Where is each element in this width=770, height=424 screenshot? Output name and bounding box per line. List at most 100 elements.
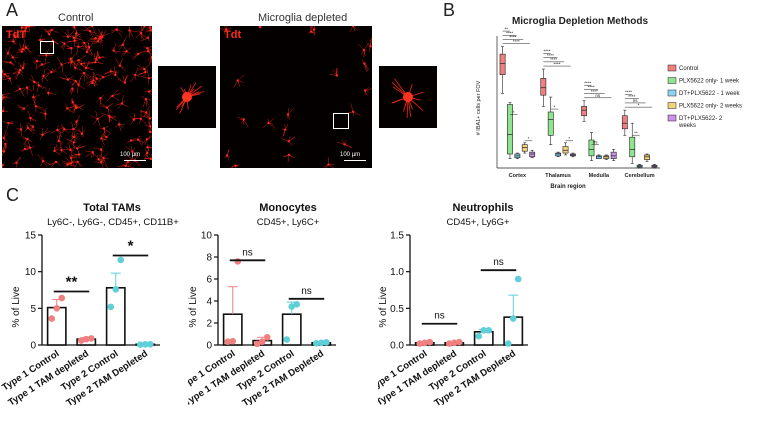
- microglia-cell: [33, 58, 42, 70]
- chart-b-significance: ****: [624, 94, 639, 99]
- y-tick-label: 15: [25, 231, 37, 242]
- microglia-cell: [363, 87, 372, 96]
- data-point: [234, 258, 242, 265]
- microglia-cell: [358, 42, 370, 58]
- microglia-cell: [71, 26, 79, 35]
- svg-text:****: ****: [591, 89, 598, 94]
- svg-text:ns: ns: [242, 247, 253, 258]
- microglia-cell: [84, 41, 93, 56]
- microglia-cell: [63, 57, 77, 66]
- control-micrograph: TdT 100 µm: [2, 26, 152, 168]
- depleted-zoom-cell: [391, 78, 424, 118]
- depleted-zoom-inset: [379, 66, 437, 128]
- monocytes-subtitle: CD45+, Ly6C+: [257, 217, 320, 228]
- data-point: [87, 335, 95, 342]
- svg-text:****: ****: [628, 94, 635, 99]
- microglia-cell: [140, 34, 151, 42]
- svg-text:Control: Control: [679, 66, 698, 72]
- box-1-1: [547, 96, 554, 145]
- svg-text:ns: ns: [493, 257, 504, 268]
- svg-text:****: ****: [509, 35, 516, 40]
- microglia-cell: [90, 35, 104, 47]
- microglia-cell: [106, 89, 121, 102]
- control-stain-label: TdT: [6, 29, 27, 41]
- microglia-cell: [144, 154, 152, 161]
- depletion-box-chart: Microglia Depletion Methods # IBA1+ cell…: [476, 16, 742, 190]
- significance-marker: ns: [421, 311, 458, 325]
- microglia-cell: [33, 80, 47, 93]
- control-scale-label: 100 µm: [120, 152, 141, 158]
- microglia-cell: [128, 26, 138, 38]
- data-point: [293, 301, 301, 308]
- microglia-cell: [95, 73, 111, 81]
- panel-letter-a: A: [6, 0, 19, 20]
- neutrophils-chart: Neutrophils CD45+, Ly6G+ % of Live 0.0 0.…: [378, 202, 528, 409]
- panel-letter-b: B: [443, 0, 456, 20]
- bar: [105, 287, 126, 346]
- microglia-cell: [110, 26, 123, 37]
- data-point: [253, 340, 261, 348]
- svg-text:ns: ns: [595, 93, 601, 98]
- svg-text:PLX5622 only- 2 weeks: PLX5622 only- 2 weeks: [679, 104, 742, 110]
- zoomed-cell: [391, 78, 424, 118]
- microglia-cell: [32, 99, 43, 113]
- chart-b-significance: ****: [624, 90, 632, 95]
- microglia-cell: [64, 122, 82, 138]
- svg-text:PLX5622 only- 1 week: PLX5622 only- 1 week: [679, 79, 740, 85]
- microglia-cell: [70, 61, 82, 71]
- legend-item: PLX5622 only- 1 week: [667, 77, 740, 85]
- chart-b-title: Microglia Depletion Methods: [512, 16, 649, 27]
- microglia-cell: [349, 26, 358, 32]
- microglia-cell: [37, 153, 51, 167]
- microglia-cell: [121, 47, 132, 57]
- box-2-3: [603, 154, 610, 160]
- y-tick-label: 0.0: [390, 341, 404, 352]
- chart-b-category-label: Thalamus: [545, 173, 571, 179]
- y-tick-label: 1.5: [390, 231, 404, 242]
- y-tick-label: 10: [201, 231, 213, 242]
- box-0-4: [529, 149, 536, 159]
- depleted-micrograph: Tdt 100 µm: [220, 26, 372, 168]
- microglia-cell: [18, 60, 27, 70]
- microglia-cell: [68, 131, 79, 143]
- monocytes-title: Monocytes: [259, 202, 316, 214]
- y-tick-label: 5: [30, 304, 36, 315]
- legend-item: Control: [667, 64, 698, 72]
- microglia-cell: [98, 152, 109, 165]
- control-selection-box: [40, 41, 54, 54]
- depleted-scale-label: 100 µm: [340, 152, 361, 158]
- svg-text:****: ****: [544, 49, 551, 54]
- microglia-cell: [85, 150, 97, 158]
- data-point: [136, 341, 144, 348]
- chart-b-xlabel: Brain region: [550, 184, 586, 190]
- depleted-selection-box: [333, 113, 349, 129]
- significance-marker: ns: [229, 247, 266, 262]
- microglia-cell: [97, 28, 106, 43]
- y-tick-label: 10: [25, 267, 37, 278]
- chart-b-significance: ns: [584, 93, 612, 99]
- data-point: [112, 285, 120, 293]
- microglia-cell: [42, 27, 53, 36]
- microglia-cell: [73, 42, 87, 55]
- microglia-cell: [257, 26, 262, 29]
- y-tick-label: 0: [206, 341, 212, 352]
- y-tick-label: 0: [30, 341, 36, 352]
- microglia-cell: [144, 88, 152, 96]
- control-zoom-inset: [158, 66, 216, 128]
- microglia-cell: [126, 138, 136, 144]
- microglia-cell: [2, 121, 15, 129]
- neutrophils-ylabel: % of Live: [378, 286, 389, 328]
- y-tick-label: 0.5: [390, 304, 404, 315]
- microglia-cell: [136, 64, 150, 73]
- data-point: [450, 339, 458, 347]
- microglia-cell: [74, 115, 80, 128]
- chart-b-significance: ****: [584, 85, 599, 90]
- microglia-cell: [60, 123, 70, 134]
- microglia-cell: [9, 28, 21, 42]
- box-3-4: [651, 163, 658, 169]
- microglia-cell: [16, 43, 25, 53]
- microglia-cell: [78, 126, 86, 138]
- microglia-cell: [85, 72, 97, 87]
- box-1-2: [555, 151, 562, 158]
